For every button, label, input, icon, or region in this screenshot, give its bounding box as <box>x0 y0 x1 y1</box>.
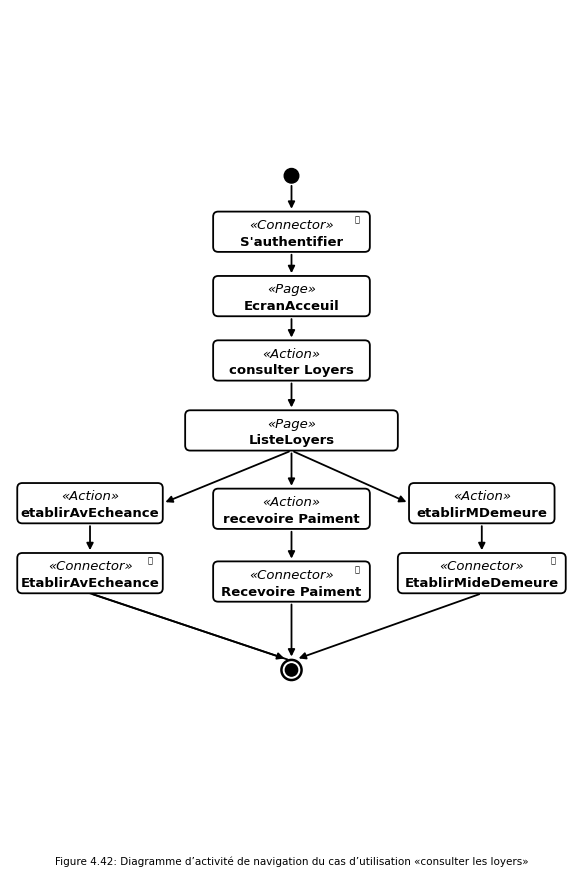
Text: «Action»: «Action» <box>262 347 321 360</box>
Text: «Page»: «Page» <box>267 417 316 430</box>
FancyBboxPatch shape <box>213 341 370 381</box>
Text: Figure 4.42: Diagramme d’activité de navigation du cas d’utilisation «consulter : Figure 4.42: Diagramme d’activité de nav… <box>55 856 528 866</box>
Text: «Page»: «Page» <box>267 283 316 296</box>
Text: «Connector»: «Connector» <box>48 560 132 573</box>
FancyBboxPatch shape <box>213 212 370 253</box>
Text: «Connector»: «Connector» <box>249 568 334 581</box>
Text: EtablirMideDemeure: EtablirMideDemeure <box>405 576 559 589</box>
Text: «Action»: «Action» <box>453 490 511 503</box>
Text: etablirAvEcheance: etablirAvEcheance <box>21 507 159 519</box>
FancyBboxPatch shape <box>17 483 163 524</box>
Circle shape <box>285 664 298 676</box>
Text: EtablirAvEcheance: EtablirAvEcheance <box>20 576 159 589</box>
Text: ⛹: ⛹ <box>551 556 556 565</box>
Text: consulter Loyers: consulter Loyers <box>229 364 354 377</box>
Text: ⛹: ⛹ <box>355 215 360 225</box>
FancyBboxPatch shape <box>398 553 566 594</box>
FancyBboxPatch shape <box>17 553 163 594</box>
Text: S'authentifier: S'authentifier <box>240 236 343 248</box>
FancyBboxPatch shape <box>185 410 398 451</box>
FancyBboxPatch shape <box>213 489 370 530</box>
Text: recevoire Paiment: recevoire Paiment <box>223 512 360 525</box>
Text: Recevoire Paiment: Recevoire Paiment <box>222 585 361 598</box>
Text: «Action»: «Action» <box>61 490 119 503</box>
Text: etablirMDemeure: etablirMDemeure <box>416 507 547 519</box>
Text: EcranAcceuil: EcranAcceuil <box>244 300 339 313</box>
Text: ListeLoyers: ListeLoyers <box>248 434 335 447</box>
FancyBboxPatch shape <box>213 276 370 317</box>
Text: «Connector»: «Connector» <box>440 560 524 573</box>
Text: «Connector»: «Connector» <box>249 218 334 232</box>
Circle shape <box>285 169 298 184</box>
Text: «Action»: «Action» <box>262 496 321 509</box>
Text: ⛹: ⛹ <box>355 565 360 574</box>
FancyBboxPatch shape <box>409 483 554 524</box>
FancyBboxPatch shape <box>213 562 370 602</box>
Text: ⛹: ⛹ <box>148 556 153 565</box>
